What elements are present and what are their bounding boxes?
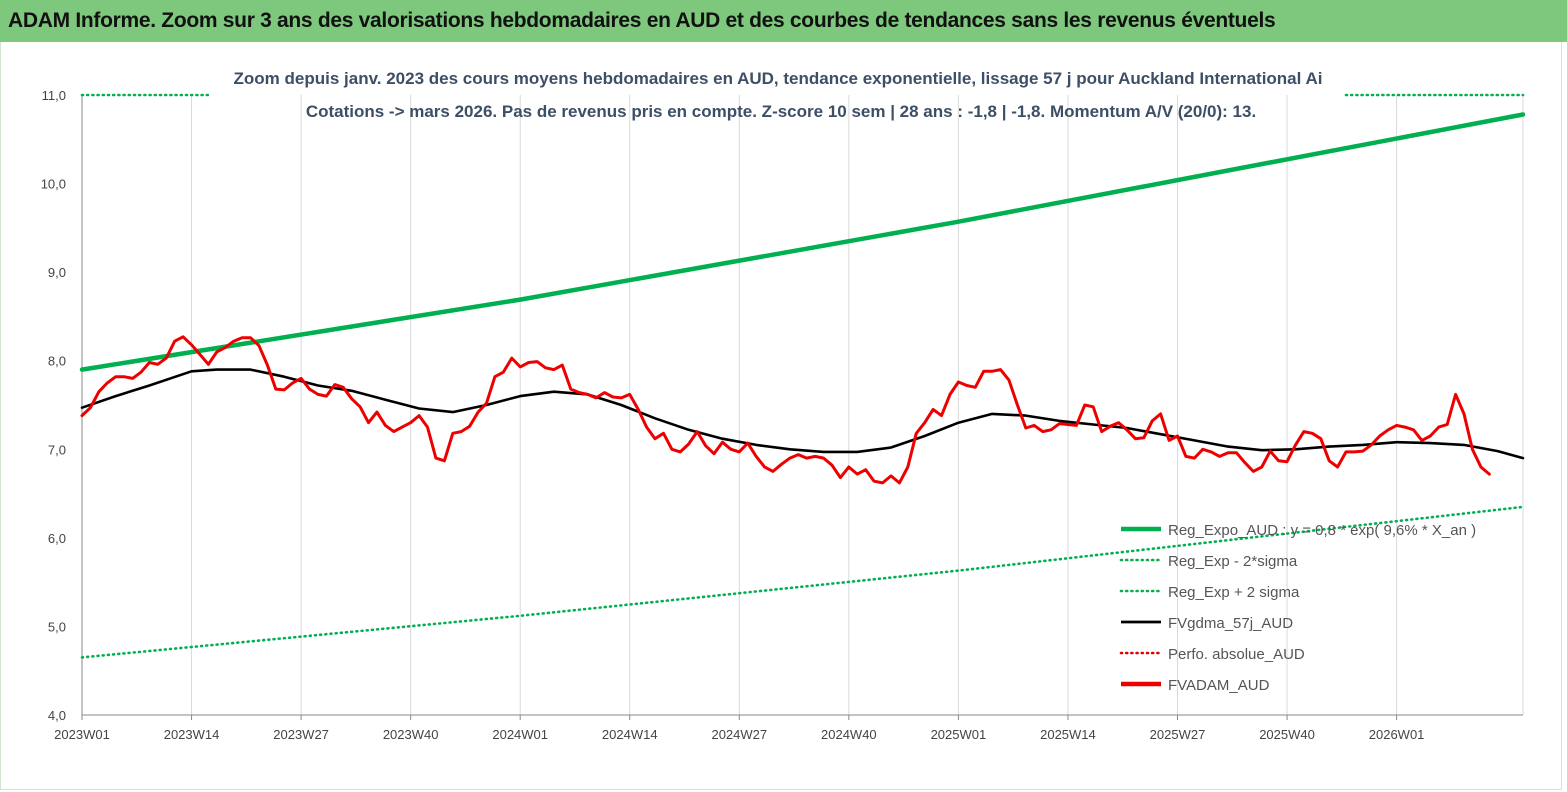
title-banner: ADAM Informe. Zoom sur 3 ans des valoris… [0, 0, 1567, 42]
series-line-0 [79, 112, 1526, 372]
chart-axes: 2023W01 2023W14 2023W27 2023W40 2024W01 2024W… [41, 88, 1523, 742]
x-tick-label: 2025W01 [931, 727, 987, 742]
x-tick-label: 2024W14 [602, 727, 658, 742]
legend-label: Reg_Exp - 2*sigma [1168, 553, 1298, 570]
chart-subtitle-line-1: Zoom depuis janv. 2023 des cours moyens … [234, 69, 1323, 88]
legend-label: Perfo. absolue_AUD [1168, 646, 1305, 663]
x-tick-label: 2023W40 [383, 727, 439, 742]
y-tick-label: 6,0 [48, 531, 66, 546]
chart-grid [191, 95, 1524, 715]
y-tick-label: 4,0 [48, 708, 66, 723]
series-line-4 [80, 368, 1525, 460]
legend-label: FVgdma_57j_AUD [1168, 615, 1293, 632]
chart-series [79, 93, 1526, 659]
legend-label: FVADAM_AUD [1168, 677, 1270, 694]
x-tick-label: 2024W01 [492, 727, 548, 742]
legend-label: Reg_Expo_AUD : y = 0,8 * exp( 9,6% * X_a… [1168, 522, 1476, 539]
x-tick-label: 2025W14 [1040, 727, 1096, 742]
x-tick-label: 2023W27 [273, 727, 329, 742]
y-tick-label: 5,0 [48, 619, 66, 634]
page-title: ADAM Informe. Zoom sur 3 ans des valoris… [8, 9, 1276, 32]
x-tick-label: 2026W01 [1369, 727, 1425, 742]
y-tick-label: 7,0 [48, 442, 66, 457]
chart-subtitle-line-2: Cotations -> mars 2026. Pas de revenus p… [306, 102, 1256, 121]
x-tick-label: 2023W01 [54, 727, 110, 742]
y-tick-label: 9,0 [48, 265, 66, 280]
x-tick-label: 2025W40 [1259, 727, 1315, 742]
y-tick-label: 8,0 [48, 354, 66, 369]
legend-label: Reg_Exp + 2 sigma [1168, 584, 1300, 601]
y-tick-label: 11,0 [42, 88, 66, 103]
x-tick-label: 2025W27 [1150, 727, 1206, 742]
series-line-1 [80, 505, 1525, 659]
y-tick-label: 10,0 [41, 177, 66, 192]
x-tick-label: 2023W14 [164, 727, 220, 742]
x-tick-label: 2024W27 [711, 727, 767, 742]
x-tick-label: 2024W40 [821, 727, 877, 742]
series-line-5 [80, 335, 1491, 485]
chart-legend: Reg_Expo_AUD : y = 0,8 * exp( 9,6% * X_a… [1119, 522, 1476, 694]
line-chart: 2023W01 2023W14 2023W27 2023W40 2024W01 2024W… [41, 69, 1526, 742]
chart-frame: 2023W01 2023W14 2023W27 2023W40 2024W01 2024W… [0, 42, 1562, 790]
